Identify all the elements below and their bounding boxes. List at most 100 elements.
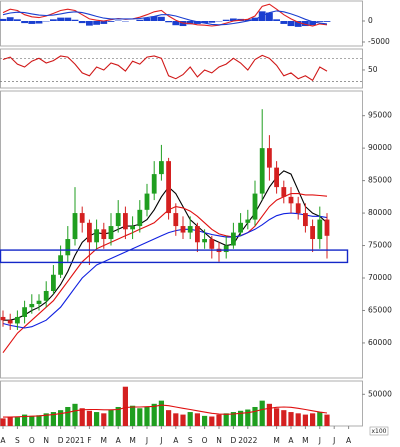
volume-bar xyxy=(72,403,78,426)
volume-bar xyxy=(281,410,287,426)
volume-bar xyxy=(209,416,215,426)
volume-bar xyxy=(130,405,136,426)
volume-bar xyxy=(223,413,229,426)
x-tick-label: S xyxy=(188,436,193,445)
volume-bar xyxy=(43,413,49,426)
histogram-bar xyxy=(208,21,216,23)
candle-body xyxy=(317,219,323,240)
volume-bar xyxy=(302,414,308,426)
volume-bar xyxy=(108,409,114,426)
volume-bar xyxy=(50,412,56,426)
panel-frame xyxy=(0,48,363,89)
x-tick-label: M xyxy=(273,436,279,445)
candle-body xyxy=(245,219,251,223)
candle-body xyxy=(195,226,200,243)
volume-bar xyxy=(137,408,143,426)
histogram-bar xyxy=(0,18,7,21)
volume-bar xyxy=(36,415,42,426)
series-line xyxy=(3,404,328,418)
candle-body xyxy=(144,193,150,210)
volume-bar xyxy=(274,408,280,426)
series-line xyxy=(2,10,328,26)
x-tick-label: J xyxy=(332,436,335,445)
x-tick-label: N xyxy=(216,436,222,445)
x-tick-label: F xyxy=(87,436,91,445)
histogram-bar xyxy=(136,19,144,21)
histogram-bar xyxy=(287,21,295,27)
candle-body xyxy=(295,203,301,214)
volume-bar xyxy=(86,410,92,426)
candle-body xyxy=(151,174,157,194)
y-tick-label: 80000 xyxy=(368,208,392,217)
histogram-bar xyxy=(302,21,309,27)
volume-bar xyxy=(216,414,222,426)
y-tick-label: 85000 xyxy=(368,176,392,185)
y-tick-label: -5000 xyxy=(368,37,390,46)
volume-bar xyxy=(230,412,236,426)
candle-body xyxy=(281,187,287,197)
histogram-bar xyxy=(186,21,194,25)
volume-bar xyxy=(65,406,71,426)
histogram-bar xyxy=(35,21,43,24)
volume-bar xyxy=(14,417,20,426)
volume-bar xyxy=(187,412,193,426)
x-tick-label: A xyxy=(116,436,122,445)
histogram-bar xyxy=(64,17,72,21)
candle-body xyxy=(79,213,85,223)
candle-body xyxy=(187,226,193,233)
candle-body xyxy=(310,226,315,240)
volume-bar xyxy=(122,386,128,426)
x-tick-label: A xyxy=(346,436,352,445)
x-tick-label: D xyxy=(58,436,64,445)
candle-body xyxy=(209,239,215,249)
histogram-bar xyxy=(172,21,180,26)
y-tick-label: 70000 xyxy=(368,273,392,282)
y-tick-label: 75000 xyxy=(368,241,392,250)
histogram-bar xyxy=(280,21,288,24)
x-tick-label: M xyxy=(101,436,107,445)
candle-body xyxy=(58,255,63,275)
candle-body xyxy=(238,222,243,233)
y-tick-label: 90000 xyxy=(368,143,392,152)
histogram-bar xyxy=(14,19,21,21)
volume-bar xyxy=(238,410,244,426)
histogram-bar xyxy=(28,21,36,24)
histogram-bar xyxy=(100,21,108,24)
x-tick-label: M xyxy=(302,436,308,445)
candle-body xyxy=(288,196,294,204)
volume-bar xyxy=(317,412,323,426)
candle-body xyxy=(36,300,42,304)
histogram-bar xyxy=(86,21,93,26)
volume-bar xyxy=(288,412,294,426)
volume-bar xyxy=(101,413,107,426)
x-tick-label: O xyxy=(202,436,208,445)
volume-bar xyxy=(58,410,64,426)
candle-body xyxy=(51,274,56,291)
volume-bar xyxy=(0,418,6,426)
candle-body xyxy=(65,239,71,256)
support-zone xyxy=(0,249,349,264)
unit-box xyxy=(369,426,389,436)
x-tick-label: D xyxy=(231,436,237,445)
volume-bar xyxy=(151,403,157,426)
histogram-bar xyxy=(165,21,172,23)
histogram-bar xyxy=(230,18,237,21)
histogram-bar xyxy=(93,21,100,25)
histogram-bar xyxy=(158,16,165,21)
histogram-bar xyxy=(273,19,280,21)
x-tick-label: J xyxy=(318,436,321,445)
candle-body xyxy=(223,245,229,253)
candle-body xyxy=(87,222,92,243)
volume-bar xyxy=(194,413,200,426)
histogram-bar xyxy=(266,12,273,21)
candle-body xyxy=(303,213,308,227)
volume-bar xyxy=(94,412,100,426)
histogram-bar xyxy=(201,21,208,24)
histogram-bar xyxy=(316,21,324,22)
candle-body xyxy=(101,229,107,240)
volume-bar xyxy=(144,406,150,426)
volume-bar xyxy=(180,414,186,426)
x-tick-label: N xyxy=(43,436,49,445)
x-tick-label: A xyxy=(173,436,179,445)
y-tick-label: 95000 xyxy=(368,111,392,120)
